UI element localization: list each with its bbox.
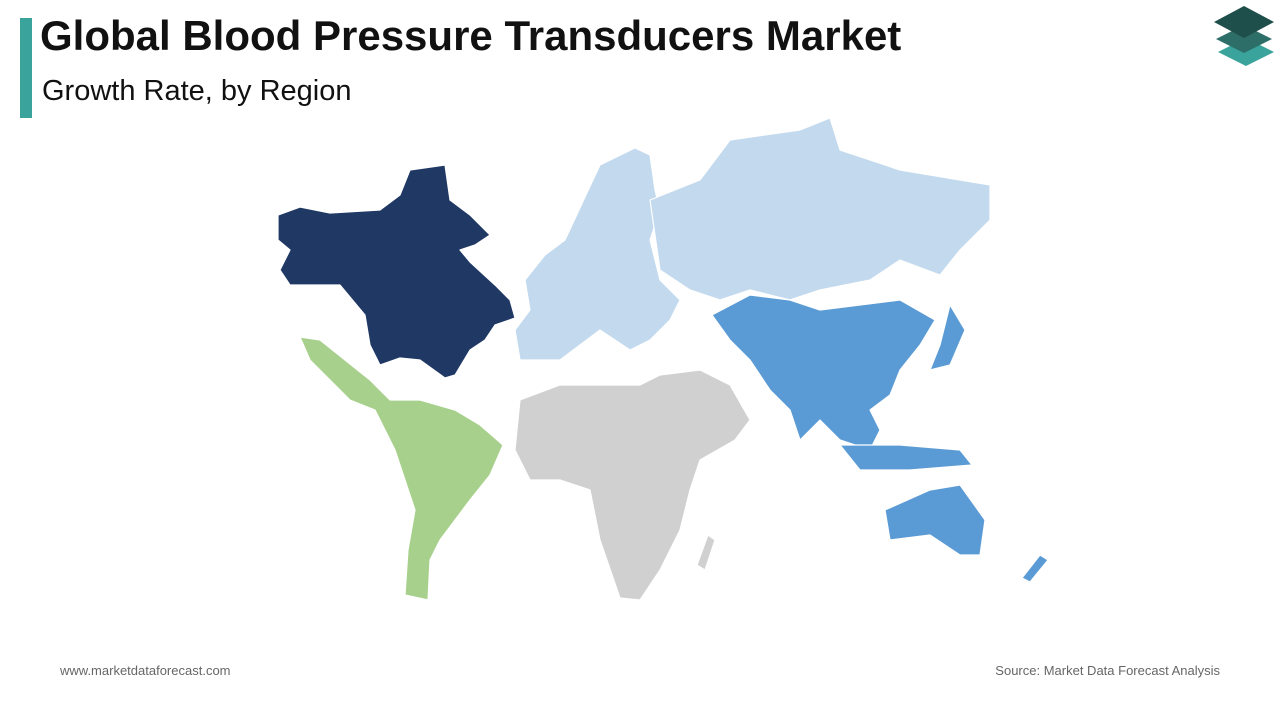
- world-map: [277, 117, 1049, 601]
- website: www.marketdataforecast.com: [59, 663, 231, 678]
- accent-bar: [20, 18, 32, 118]
- europe-shape: [514, 147, 681, 361]
- russia-shape: [649, 117, 991, 301]
- asia-shape: [711, 294, 936, 451]
- title: Global Blood Pressure Transducers Market: [40, 12, 901, 59]
- logo: [1214, 6, 1274, 66]
- islands-shape: [839, 444, 973, 471]
- australia-shape: [884, 484, 986, 556]
- madagascar-shape: [696, 534, 716, 571]
- north-america-shape: [277, 164, 516, 379]
- source: Source: Market Data Forecast Analysis: [995, 663, 1220, 678]
- new-zealand-shape: [1021, 554, 1049, 583]
- latin-america-shape: [299, 336, 504, 601]
- japan-shape: [929, 304, 966, 371]
- mea-shape: [514, 369, 751, 601]
- subtitle: Growth Rate, by Region: [42, 75, 351, 107]
